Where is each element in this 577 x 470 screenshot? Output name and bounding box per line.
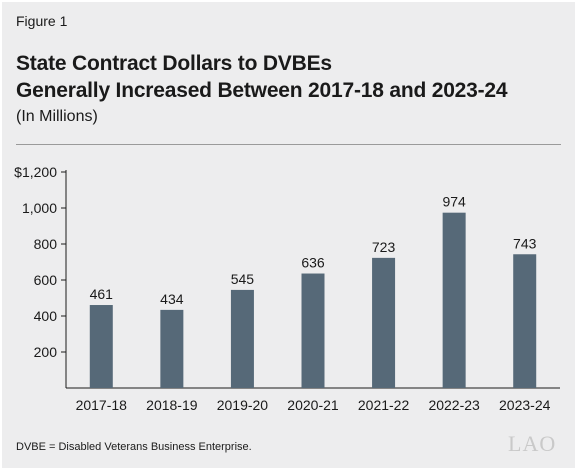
lao-logo: LAO (508, 431, 557, 456)
y-axis: 200 400 600 800 1,000 $1,200 (14, 164, 67, 388)
data-label: 723 (372, 239, 396, 255)
data-label: 434 (160, 291, 184, 307)
footnote: DVBE = Disabled Veterans Business Enterp… (16, 441, 252, 453)
bar (513, 254, 537, 388)
y-tick-label: 800 (34, 236, 58, 252)
x-tick-label: 2018-19 (146, 397, 198, 413)
y-tick-label: 400 (34, 308, 58, 324)
x-tick-label: 2021-22 (358, 397, 410, 413)
bar (442, 212, 466, 388)
bar (230, 289, 254, 388)
data-label: 974 (442, 194, 466, 210)
data-label: 545 (231, 271, 255, 287)
y-tick-label: $1,200 (14, 164, 57, 180)
bar (89, 305, 113, 388)
chart-title-line-1: State Contract Dollars to DVBEs (16, 52, 332, 75)
chart-subtitle: (In Millions) (16, 108, 98, 125)
x-axis: 2017-18 2018-19 2019-20 2020-21 2021-22 2022-… (66, 387, 560, 413)
x-tick-label: 2020-21 (287, 397, 339, 413)
bar (301, 273, 325, 388)
x-tick-label: 2019-20 (217, 397, 269, 413)
title-divider (16, 144, 561, 145)
data-label: 636 (301, 255, 325, 271)
figure-label: Figure 1 (16, 13, 68, 29)
chart-title: State Contract Dollars to DVBEs Generall… (16, 50, 508, 104)
x-tick-label: 2022-23 (428, 397, 480, 413)
y-tick-label: 1,000 (22, 200, 57, 216)
x-tick-label: 2017-18 (76, 397, 128, 413)
data-label: 743 (513, 235, 537, 251)
y-tick-label: 200 (34, 344, 58, 360)
chart-title-line-2: Generally Increased Between 2017-18 and … (16, 79, 508, 102)
data-label: 461 (90, 286, 114, 302)
y-tick-label: 600 (34, 272, 58, 288)
bars: 461 434 545 636 723 974 743 (90, 194, 537, 388)
x-tick-label: 2023-24 (499, 397, 551, 413)
bar (160, 309, 184, 388)
bar (372, 257, 396, 388)
